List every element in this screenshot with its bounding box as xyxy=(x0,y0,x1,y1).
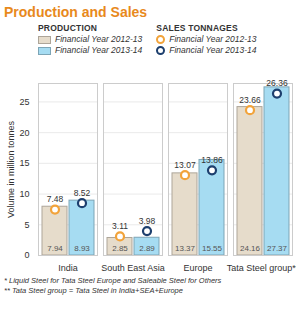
svg-text:Europe: Europe xyxy=(183,263,212,273)
svg-text:7.94: 7.94 xyxy=(47,244,63,253)
svg-text:10: 10 xyxy=(19,189,29,199)
svg-text:Volume in million tonnes: Volume in million tonnes xyxy=(6,120,16,218)
html-text:PRODUCTION: PRODUCTION xyxy=(38,23,98,33)
svg-text:15: 15 xyxy=(19,158,29,168)
svg-text:20: 20 xyxy=(19,128,29,138)
html-text:** Tata Steel group = Tata Ste: ** Tata Steel group = Tata Steel in Indi… xyxy=(4,286,183,295)
svg-text:13.86: 13.86 xyxy=(201,155,223,165)
svg-text:India: India xyxy=(58,263,78,273)
svg-text:27.37: 27.37 xyxy=(267,244,288,253)
svg-text:25: 25 xyxy=(19,97,29,107)
svg-text:2.85: 2.85 xyxy=(112,244,128,253)
svg-text:8.52: 8.52 xyxy=(74,188,91,198)
svg-text:8.93: 8.93 xyxy=(74,244,90,253)
html-text:Financial Year 2012-13: Financial Year 2012-13 xyxy=(55,34,143,44)
svg-text:26.36: 26.36 xyxy=(266,78,288,88)
svg-text:Tata Steel group**: Tata Steel group** xyxy=(227,263,296,273)
svg-text:7.48: 7.48 xyxy=(47,194,64,204)
html-text:Financial Year 2012-13: Financial Year 2012-13 xyxy=(169,34,257,44)
html-text:Financial Year 2013-14: Financial Year 2013-14 xyxy=(169,45,257,55)
svg-text:13.07: 13.07 xyxy=(174,160,196,170)
html-text:Financial Year 2013-14: Financial Year 2013-14 xyxy=(55,45,143,55)
svg-text:3.11: 3.11 xyxy=(112,221,128,231)
svg-text:5: 5 xyxy=(24,220,29,230)
svg-text:24.16: 24.16 xyxy=(240,244,261,253)
html-text:* Liquid Steel for Tata Steel: * Liquid Steel for Tata Steel Europe and… xyxy=(4,276,222,285)
svg-text:3.98: 3.98 xyxy=(139,216,156,226)
svg-text:13.37: 13.37 xyxy=(175,244,196,253)
svg-text:23.66: 23.66 xyxy=(239,95,261,105)
html-text:SALES TONNAGES: SALES TONNAGES xyxy=(156,23,238,33)
svg-text:0: 0 xyxy=(24,250,29,260)
svg-text:2.89: 2.89 xyxy=(139,244,155,253)
html-text:Production and Sales: Production and Sales xyxy=(4,4,148,20)
svg-text:South East Asia: South East Asia xyxy=(101,263,165,273)
svg-text:15.55: 15.55 xyxy=(202,244,223,253)
